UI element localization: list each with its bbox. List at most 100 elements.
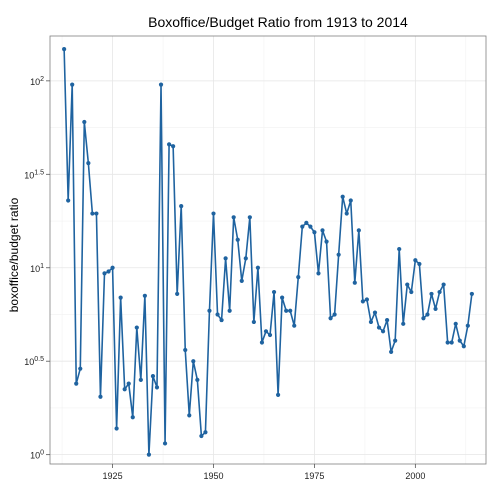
data-point [341,195,345,199]
data-point [470,292,474,296]
data-point [102,271,106,275]
y-axis-label: boxoffice/budget ratio [7,197,21,312]
data-point [135,325,139,329]
data-point [401,322,405,326]
data-point [70,82,74,86]
data-point [94,211,98,215]
data-point [276,393,280,397]
data-point [429,292,433,296]
data-point [62,47,66,51]
data-point [369,320,373,324]
data-point [224,256,228,260]
data-point [425,312,429,316]
data-point [308,225,312,229]
data-point [337,253,341,257]
data-point [139,378,143,382]
data-point [219,318,223,322]
data-point [296,275,300,279]
data-point [357,228,361,232]
data-point [98,395,102,399]
data-point [123,387,127,391]
data-point [365,297,369,301]
data-point [86,161,90,165]
data-point [421,316,425,320]
data-point [328,316,332,320]
data-point [316,271,320,275]
data-point [252,320,256,324]
data-point [454,322,458,326]
data-point [288,309,292,313]
data-point [203,430,207,434]
data-point [312,230,316,234]
data-point [183,348,187,352]
chart-title: Boxoffice/Budget Ratio from 1913 to 2014 [148,14,408,30]
data-point [159,82,163,86]
data-point [256,266,260,270]
data-point [228,309,232,313]
data-point [211,211,215,215]
x-tick-label: 2000 [405,471,425,481]
data-point [433,307,437,311]
data-point [345,211,349,215]
x-tick-label: 1950 [203,471,223,481]
data-point [147,453,151,457]
data-point [260,340,264,344]
data-point [66,198,70,202]
data-point [385,318,389,322]
data-point [115,426,119,430]
data-point [324,239,328,243]
data-point [215,312,219,316]
data-point [110,266,114,270]
data-point [78,367,82,371]
data-point [232,215,236,219]
data-point [437,290,441,294]
data-point [377,325,381,329]
data-point [187,413,191,417]
data-point [373,311,377,315]
data-point [155,385,159,389]
data-point [264,329,268,333]
data-point [268,333,272,337]
x-tick-label: 1975 [304,471,324,481]
data-point [143,294,147,298]
data-point [333,312,337,316]
data-point [195,378,199,382]
data-point [361,299,365,303]
data-point [292,324,296,328]
data-point [191,359,195,363]
data-point [393,339,397,343]
data-point [417,262,421,266]
data-point [199,434,203,438]
data-point [381,329,385,333]
data-point [207,309,211,313]
data-point [240,279,244,283]
data-point [244,256,248,260]
data-point [82,120,86,124]
data-point [131,415,135,419]
data-point [175,292,179,296]
data-point [450,340,454,344]
data-point [127,382,131,386]
data-point [74,382,78,386]
data-point [413,258,417,262]
data-point [389,350,393,354]
data-point [179,204,183,208]
data-point [349,198,353,202]
data-point [119,296,123,300]
data-point [304,221,308,225]
data-point [106,269,110,273]
data-point [280,296,284,300]
data-point [462,344,466,348]
data-point [236,238,240,242]
data-point [320,228,324,232]
data-point [409,290,413,294]
x-tick-label: 1925 [103,471,123,481]
data-point [163,441,167,445]
data-point [300,225,304,229]
data-point [405,282,409,286]
data-point [90,211,94,215]
data-point [446,340,450,344]
data-point [442,282,446,286]
data-point [171,144,175,148]
